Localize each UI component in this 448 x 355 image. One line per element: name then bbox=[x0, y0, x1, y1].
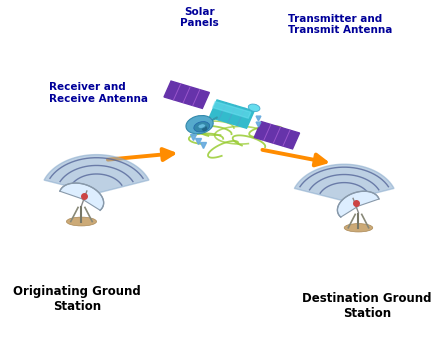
Polygon shape bbox=[164, 81, 209, 108]
Polygon shape bbox=[213, 102, 251, 118]
Polygon shape bbox=[337, 191, 379, 217]
Text: Receiver and
Receive Antenna: Receiver and Receive Antenna bbox=[49, 82, 148, 104]
Text: Transmitter and
Transmit Antenna: Transmitter and Transmit Antenna bbox=[288, 14, 392, 35]
Ellipse shape bbox=[194, 122, 210, 132]
Polygon shape bbox=[209, 100, 254, 128]
Ellipse shape bbox=[186, 115, 213, 134]
Ellipse shape bbox=[198, 124, 206, 129]
Polygon shape bbox=[44, 155, 149, 193]
Polygon shape bbox=[60, 183, 103, 210]
Polygon shape bbox=[254, 121, 300, 149]
Ellipse shape bbox=[66, 217, 96, 226]
Text: Solar
Panels: Solar Panels bbox=[180, 7, 219, 28]
Polygon shape bbox=[294, 164, 394, 201]
Ellipse shape bbox=[248, 104, 260, 111]
Text: Destination Ground
Station: Destination Ground Station bbox=[302, 292, 432, 320]
Text: Originating Ground
Station: Originating Ground Station bbox=[13, 285, 141, 313]
Ellipse shape bbox=[344, 224, 373, 232]
